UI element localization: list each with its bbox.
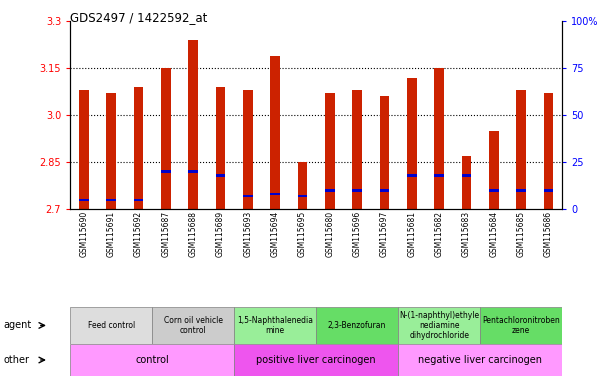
Bar <box>134 87 144 209</box>
Text: Feed control: Feed control <box>87 321 135 330</box>
Text: Corn oil vehicle
control: Corn oil vehicle control <box>164 316 223 335</box>
Bar <box>70 307 152 344</box>
Text: Pentachloronitroben
zene: Pentachloronitroben zene <box>482 316 560 335</box>
Bar <box>462 174 471 177</box>
Bar <box>106 199 116 201</box>
Bar <box>516 189 526 192</box>
Bar <box>161 170 170 173</box>
Bar <box>243 90 253 209</box>
Text: N-(1-naphthyl)ethyle
nediamine
dihydrochloride: N-(1-naphthyl)ethyle nediamine dihydroch… <box>399 311 479 340</box>
Text: 2,3-Benzofuran: 2,3-Benzofuran <box>328 321 386 330</box>
Bar <box>379 96 389 209</box>
Bar <box>152 307 234 344</box>
Bar <box>489 189 499 192</box>
Bar <box>79 199 89 201</box>
Bar <box>325 189 335 192</box>
Bar <box>216 174 225 177</box>
Bar <box>398 344 562 376</box>
Bar <box>434 68 444 209</box>
Bar <box>298 162 307 209</box>
Bar <box>234 307 316 344</box>
Bar <box>489 131 499 209</box>
Bar <box>79 90 89 209</box>
Bar <box>544 189 553 192</box>
Bar <box>243 195 253 197</box>
Bar <box>434 174 444 177</box>
Bar <box>407 174 417 177</box>
Bar <box>480 307 562 344</box>
Bar <box>134 199 144 201</box>
Bar <box>161 68 170 209</box>
Text: other: other <box>3 355 29 365</box>
Bar <box>516 90 526 209</box>
Bar <box>234 344 398 376</box>
Bar <box>271 193 280 195</box>
Bar <box>188 170 198 173</box>
Bar <box>398 307 480 344</box>
Text: 1,5-Naphthalenedia
mine: 1,5-Naphthalenedia mine <box>237 316 313 335</box>
Bar <box>70 344 234 376</box>
Bar <box>316 307 398 344</box>
Bar <box>216 87 225 209</box>
Bar <box>298 195 307 197</box>
Text: positive liver carcinogen: positive liver carcinogen <box>257 355 376 365</box>
Text: GDS2497 / 1422592_at: GDS2497 / 1422592_at <box>70 12 208 25</box>
Bar <box>379 189 389 192</box>
Text: negative liver carcinogen: negative liver carcinogen <box>418 355 542 365</box>
Bar <box>407 78 417 209</box>
Bar <box>462 156 471 209</box>
Bar <box>106 93 116 209</box>
Bar <box>544 93 553 209</box>
Text: agent: agent <box>3 320 31 331</box>
Bar <box>188 40 198 209</box>
Bar <box>353 90 362 209</box>
Bar <box>353 189 362 192</box>
Text: control: control <box>136 355 169 365</box>
Bar <box>325 93 335 209</box>
Bar <box>271 56 280 209</box>
